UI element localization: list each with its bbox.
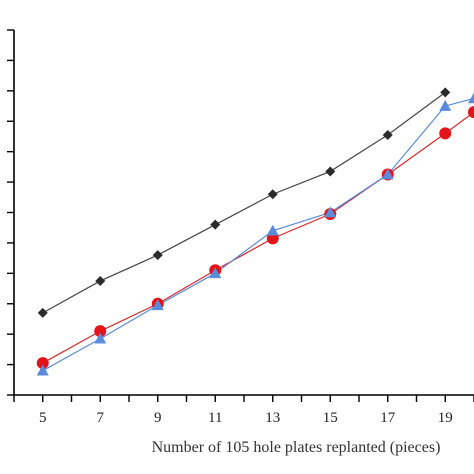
circle-marker bbox=[439, 127, 452, 140]
triangle-marker bbox=[266, 224, 279, 236]
circle-marker bbox=[94, 325, 107, 338]
triangle-marker bbox=[324, 206, 337, 218]
x-tick-label: 17 bbox=[380, 410, 396, 426]
circle-marker bbox=[468, 106, 474, 119]
x-tick-label: 11 bbox=[208, 410, 222, 426]
diamond-marker bbox=[382, 129, 393, 140]
triangle-marker bbox=[94, 332, 107, 344]
circle-marker bbox=[36, 357, 49, 370]
x-axis-title: Number of 105 hole plates replanted (pie… bbox=[152, 439, 441, 456]
series-line-2 bbox=[42, 111, 474, 364]
x-tick-label: 7 bbox=[97, 410, 105, 426]
triangle-marker bbox=[439, 100, 452, 111]
diamond-marker bbox=[325, 166, 336, 177]
diamond-marker bbox=[210, 219, 221, 230]
diamond-marker bbox=[440, 87, 451, 98]
diamond-marker bbox=[152, 250, 163, 261]
x-tick-label: 5 bbox=[39, 410, 47, 426]
series-line-1 bbox=[42, 91, 446, 314]
series-line-3 bbox=[42, 97, 474, 372]
triangle-marker bbox=[151, 299, 164, 311]
triangle-marker bbox=[209, 267, 222, 279]
x-tick-label: 19 bbox=[438, 410, 453, 426]
x-tick-label: 15 bbox=[323, 410, 338, 426]
axes: 5 7 9 11 13 15 17 19 bbox=[7, 29, 474, 426]
triangle-marker bbox=[468, 92, 474, 104]
markers-layer bbox=[36, 87, 474, 376]
diamond-marker bbox=[37, 307, 48, 318]
diamond-marker bbox=[95, 275, 106, 286]
series-layer bbox=[42, 91, 474, 372]
x-tick-label: 13 bbox=[265, 410, 280, 426]
triangle-marker bbox=[36, 364, 49, 376]
triangle-marker bbox=[381, 168, 394, 180]
x-tick-label: 9 bbox=[154, 410, 162, 426]
diamond-marker bbox=[267, 189, 278, 200]
